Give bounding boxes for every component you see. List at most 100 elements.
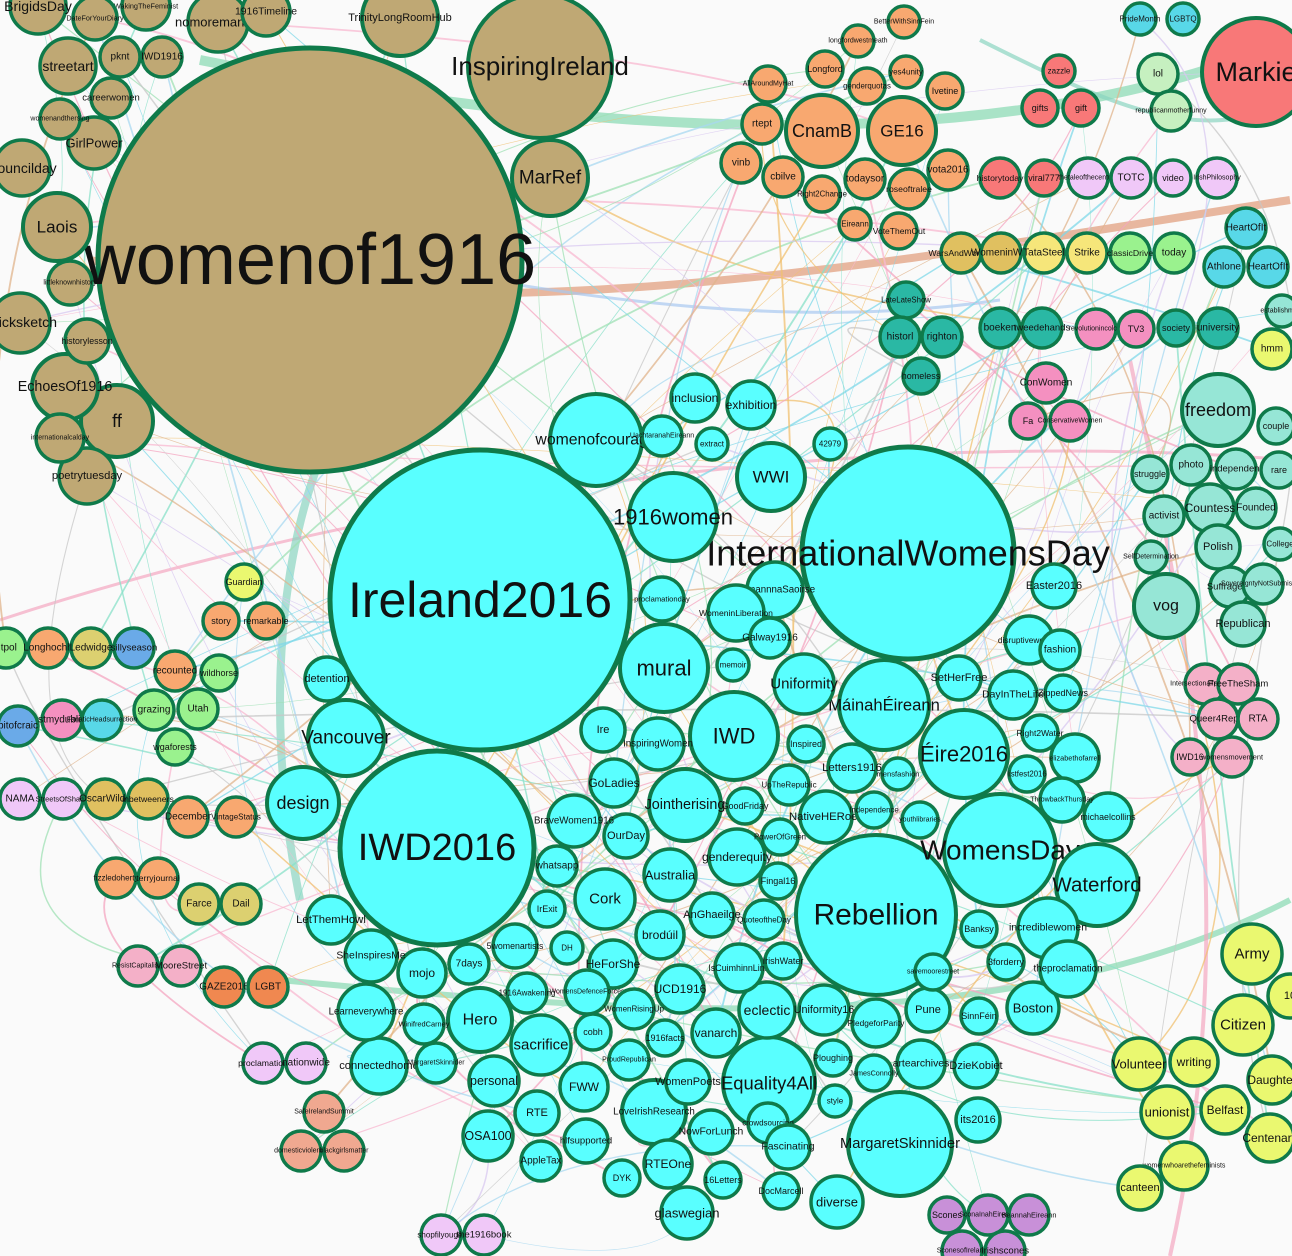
node-circle[interactable] [80,698,124,742]
node-circle[interactable] [602,812,650,860]
node-ireland2016[interactable]: Ireland2016 [327,447,633,753]
node-circle[interactable] [573,1012,613,1052]
node-classicdrive[interactable]: classicDrive [1107,231,1154,275]
node-circle[interactable] [1142,494,1186,538]
node-circle[interactable] [1133,539,1169,575]
node-circle[interactable] [132,688,176,732]
node-circle[interactable] [799,444,1017,662]
node-circle[interactable] [925,71,965,111]
node-polish[interactable]: Polish [1194,523,1242,571]
node-circle[interactable] [1139,1084,1195,1140]
node-eireann[interactable]: Eireann [837,206,873,242]
node-circle[interactable] [98,35,142,79]
node-fingal16[interactable]: Fingal16 [758,861,798,901]
node-circle[interactable] [284,1041,328,1085]
node-homeless[interactable]: homeless [901,356,941,396]
node-circle[interactable] [8,0,68,36]
node-circle[interactable] [847,66,887,106]
node-dail[interactable]: Dail [219,882,263,926]
node-circle[interactable] [246,965,290,1009]
node-circle[interactable] [535,844,579,888]
node-circle[interactable] [1195,156,1239,200]
node-circle[interactable] [900,800,940,840]
node-circle[interactable] [664,1058,712,1106]
node-circle[interactable] [715,647,751,683]
node-circle[interactable] [563,968,611,1016]
node-circle[interactable] [1008,401,1048,441]
node-circle[interactable] [642,1138,694,1190]
node-whatsapp[interactable]: whatsapp [535,844,579,888]
node-osa100[interactable]: OSA100 [461,1109,515,1163]
node-historylesson[interactable]: historylesson [61,317,113,365]
node-7days[interactable]: 7days [447,942,491,986]
node-rtept[interactable]: rtept [740,102,784,146]
node-circle[interactable] [837,658,931,752]
node-circle[interactable] [879,211,919,251]
node-circle[interactable] [812,426,848,462]
node-ploughing[interactable]: Ploughing [813,1038,853,1078]
node-jointherising[interactable]: Jointherising [645,767,726,843]
node-circle[interactable] [1066,156,1110,200]
node-circle[interactable] [510,138,590,218]
node-circle[interactable] [1007,1193,1051,1237]
node-circle[interactable] [462,1213,506,1256]
node-circle[interactable] [279,1129,323,1173]
node-circle[interactable] [461,1109,515,1163]
node-writing[interactable]: writing [1168,1036,1220,1088]
node-circle[interactable] [1219,600,1267,648]
node-circle[interactable] [1048,399,1092,443]
node-circle[interactable] [880,756,916,792]
node-circle[interactable] [0,138,52,198]
node-circle[interactable] [887,167,931,211]
node-circle[interactable] [34,412,86,464]
node-extract[interactable]: extract [694,426,730,462]
node-fizzledoherty[interactable]: fizzledoherty [94,856,139,900]
node-listfest2016[interactable]: listfest2016 [1007,754,1047,794]
node-circle[interactable] [1264,293,1292,329]
node-circle[interactable] [0,291,52,355]
node-circle[interactable] [153,649,197,693]
node-circle[interactable] [63,317,111,365]
node-tatasteel[interactable]: TataSteel [1022,231,1066,275]
node-video[interactable]: video [1153,158,1193,198]
node-circle[interactable] [573,867,637,931]
node-circle[interactable] [1170,737,1210,777]
node-ivetine[interactable]: Ivetine [925,71,965,111]
node-streetart[interactable]: streetart [38,36,98,96]
node-viral777[interactable]: viral777 [1024,158,1064,198]
node-circle[interactable] [1074,307,1118,351]
node-lgbt[interactable]: LGBT [246,965,290,1009]
node-struggle[interactable]: struggle [1130,454,1170,494]
node-circle[interactable] [640,414,684,458]
node-circle[interactable] [199,653,239,693]
node-circle[interactable] [748,64,788,104]
node-circle[interactable] [809,1174,865,1230]
node-circle[interactable] [719,141,763,185]
node-roseoftralee[interactable]: roseoftralee [886,167,932,211]
node-ucd1916[interactable]: UCD1916 [654,963,707,1015]
node-circle[interactable] [176,687,220,731]
node-circle[interactable] [1109,156,1153,200]
node-circle[interactable] [688,891,736,939]
node-lgbtq[interactable]: LGBTQ [1165,1,1201,37]
node-circle[interactable] [1020,88,1060,128]
node-circle[interactable] [1200,16,1292,128]
node-circle[interactable] [414,1041,458,1085]
node-rteone[interactable]: RTEOne [642,1138,694,1190]
node-circle[interactable] [904,986,952,1034]
node-circle[interactable] [645,1018,685,1058]
node-circle[interactable] [1116,1164,1164,1212]
node-circle[interactable] [1007,754,1047,794]
node-circle[interactable] [1199,1084,1251,1136]
node-circle[interactable] [926,148,970,192]
node-circle[interactable] [1216,662,1260,706]
node-circle[interactable] [987,669,1039,721]
node-circle[interactable] [1005,980,1061,1036]
node-circle[interactable] [240,0,292,38]
node-circle[interactable] [1020,713,1060,753]
node-circle[interactable] [1041,53,1077,89]
node-circle[interactable] [1132,572,1200,640]
node-rare[interactable]: rare [1259,450,1292,490]
node-yes4unity[interactable]: yes4unity [888,54,924,90]
node-circle[interactable] [265,765,341,841]
